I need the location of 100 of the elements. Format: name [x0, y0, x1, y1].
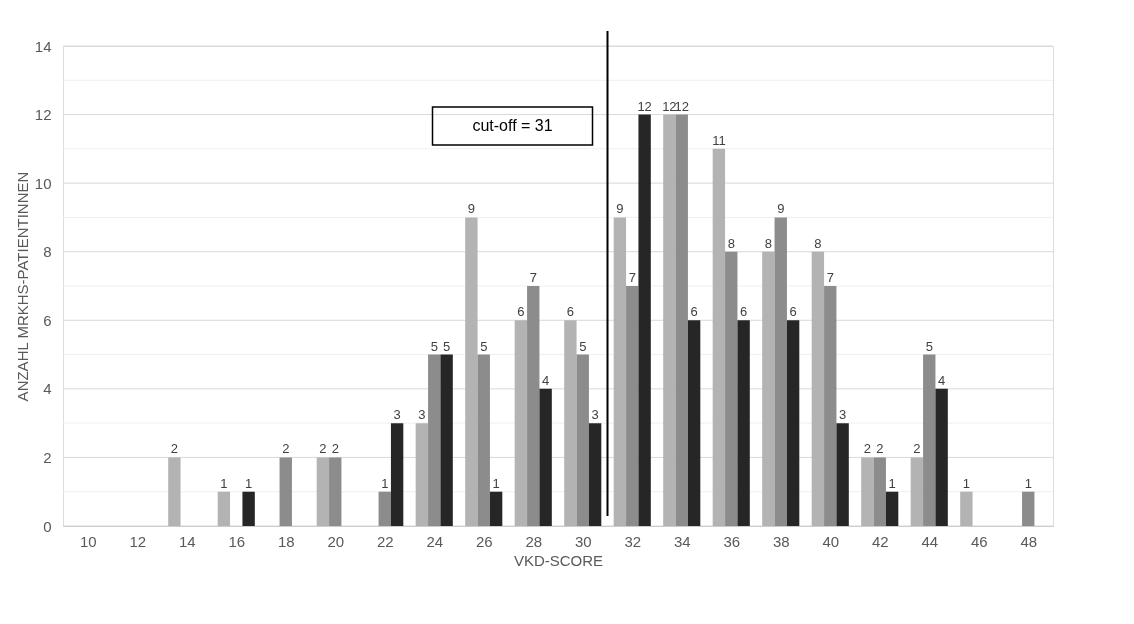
data-label: 1: [220, 475, 228, 491]
bar: [564, 320, 577, 526]
data-label: 1: [1024, 475, 1032, 491]
bar: [836, 423, 849, 526]
data-label: 12: [674, 98, 689, 114]
data-label: 3: [418, 407, 426, 423]
x-tick-label: 38: [772, 532, 790, 550]
y-tick-label: 4: [43, 380, 52, 398]
data-label: 1: [245, 475, 253, 491]
x-tick-label: 22: [376, 532, 394, 550]
x-tick-label: 44: [921, 532, 939, 550]
bar: [960, 491, 973, 526]
bar: [514, 320, 528, 526]
data-label: 8: [727, 235, 735, 251]
bar: [935, 388, 948, 526]
bar: [316, 457, 330, 526]
bar: [1022, 491, 1035, 526]
bar: [378, 491, 391, 526]
x-tick-label: 30: [574, 532, 592, 550]
x-tick-label: 24: [426, 532, 444, 550]
data-label: 6: [690, 304, 698, 320]
x-tick-label: 48: [1020, 532, 1038, 550]
x-tick-label: 16: [228, 532, 246, 550]
bar: [811, 251, 825, 526]
y-tick-label: 2: [43, 448, 52, 466]
data-label: 4: [542, 372, 550, 388]
data-label: 12: [637, 98, 652, 114]
bar: [675, 114, 688, 526]
data-label: 5: [480, 338, 488, 354]
data-label: 3: [591, 407, 599, 423]
bar: [663, 114, 676, 526]
data-label: 5: [579, 338, 587, 354]
data-label: 8: [814, 235, 822, 251]
bar: [465, 217, 478, 526]
bar: [329, 457, 342, 526]
bar: [242, 491, 255, 526]
data-label: 6: [789, 304, 797, 320]
bar: [527, 286, 540, 526]
data-label: 6: [566, 304, 574, 320]
x-tick-label: 18: [277, 532, 295, 550]
bar: [786, 320, 800, 526]
bar: [539, 388, 552, 526]
bar: [725, 251, 738, 526]
bar: [762, 251, 775, 526]
data-label: 2: [913, 441, 921, 457]
data-label: 2: [331, 441, 339, 457]
data-label: 9: [467, 201, 475, 217]
x-tick-label: 14: [178, 532, 196, 550]
bar: [168, 457, 181, 526]
data-label: 2: [170, 441, 178, 457]
bar: [638, 114, 651, 526]
data-label: 7: [826, 270, 834, 285]
x-tick-label: 10: [79, 532, 97, 550]
y-tick-label: 10: [34, 174, 52, 192]
x-axis-title: VKD-SCORE: [513, 551, 604, 569]
bar: [687, 320, 701, 526]
data-label: 1: [492, 475, 500, 491]
data-label: 7: [628, 270, 636, 285]
data-label: 9: [616, 201, 624, 217]
data-label: 3: [839, 407, 847, 423]
bar: [737, 320, 750, 526]
data-label: 6: [517, 304, 525, 320]
y-axis-title: ANZAHL MRKHS-PATIENTINNEN: [13, 171, 31, 402]
bar: [217, 491, 231, 526]
bar: [613, 217, 627, 526]
bar: [774, 217, 787, 526]
data-label: 4: [938, 372, 946, 388]
x-tick-label: 26: [475, 532, 493, 550]
y-tick-label: 12: [34, 106, 52, 124]
x-tick-label: 40: [822, 532, 840, 550]
bar: [873, 457, 886, 526]
data-label: 9: [777, 201, 785, 217]
bar: [576, 354, 589, 526]
bar: [390, 423, 404, 526]
y-tick-label: 8: [43, 243, 52, 261]
bar: [910, 457, 924, 526]
bar: [824, 286, 837, 526]
bar: [861, 457, 874, 526]
y-tick-label: 0: [43, 517, 52, 535]
bar: [440, 354, 453, 526]
data-label: 5: [430, 338, 438, 354]
bar: [279, 457, 292, 526]
x-tick-label: 34: [673, 532, 691, 550]
data-label: 2: [876, 441, 884, 457]
data-label: 2: [319, 441, 327, 457]
data-label: 5: [925, 338, 933, 354]
x-tick-label: 12: [129, 532, 147, 550]
ref-line-label: cut-off = 31: [472, 117, 553, 134]
data-label: 2: [863, 441, 871, 457]
x-tick-label: 28: [525, 532, 543, 550]
x-tick-label: 32: [624, 532, 642, 550]
x-tick-label: 42: [871, 532, 889, 550]
data-label: 11: [712, 132, 726, 148]
data-label: 2: [282, 441, 290, 457]
bar: [626, 286, 639, 526]
y-tick-label: 14: [34, 37, 52, 55]
bar: [588, 423, 602, 526]
data-label: 1: [381, 475, 389, 491]
bar: [489, 491, 503, 526]
x-tick-label: 36: [723, 532, 741, 550]
